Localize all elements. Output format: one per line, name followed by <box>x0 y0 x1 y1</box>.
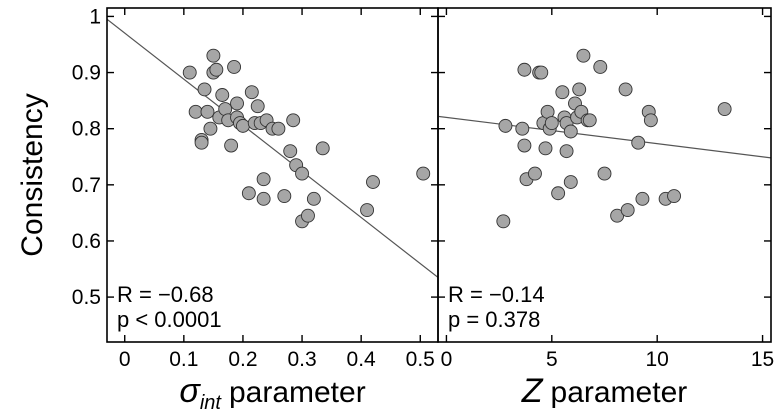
left-data-point <box>277 189 292 204</box>
left-data-point <box>286 113 301 128</box>
left-correlation-label: R = −0.68 <box>117 282 214 307</box>
left-data-point <box>244 85 259 100</box>
right-x-tick-label: 0 <box>441 348 453 371</box>
left-data-point <box>271 121 286 136</box>
y-tick-label: 1 <box>89 5 101 28</box>
right-correlation-label: R = −0.14 <box>448 282 545 307</box>
left-data-point <box>227 59 242 74</box>
right-data-point <box>538 141 553 156</box>
left-data-point <box>235 118 250 133</box>
right-data-point <box>618 82 633 97</box>
right-data-point <box>496 214 511 229</box>
left-x-tick-label: 0.4 <box>347 348 377 371</box>
left-data-point <box>230 96 244 111</box>
left-data-point <box>200 104 215 119</box>
right-plot-frame <box>437 7 772 343</box>
right-data-point <box>643 113 658 128</box>
left-data-point <box>194 135 209 150</box>
left-data-point <box>256 191 271 206</box>
right-data-point <box>555 85 570 100</box>
left-data-point <box>283 144 298 159</box>
right-data-point <box>498 118 513 133</box>
right-p-value-label: p = 0.378 <box>448 307 540 332</box>
right-data-point <box>517 62 532 77</box>
left-data-point <box>306 191 321 206</box>
right-x-tick-label: 5 <box>546 348 558 371</box>
right-data-point <box>597 166 612 181</box>
right-fit-line <box>438 115 771 159</box>
y-axis-label: Consistency <box>16 93 49 256</box>
left-data-point <box>241 186 256 201</box>
right-x-tick-label: 15 <box>751 348 774 371</box>
right-data-point <box>717 102 732 116</box>
y-tick-label: 0.7 <box>72 174 101 197</box>
right-data-point <box>534 65 549 80</box>
y-tick-label: 0.9 <box>72 62 101 85</box>
right-data-point <box>572 82 587 97</box>
panel-sigma-int: 0 0.1 0.2 0.3 0.4 0.5 0.5 0.6 0.7 0.8 0.9 1 R = −0.6… <box>16 5 439 414</box>
left-x-tick-label: 0.3 <box>287 348 316 371</box>
y-tick-label: 0.6 <box>72 230 101 253</box>
left-x-tick-label: 0 <box>119 348 131 371</box>
left-data-point <box>366 175 380 189</box>
left-data-point <box>360 203 375 218</box>
right-data-point <box>582 113 597 128</box>
left-p-value-label: p < 0.0001 <box>117 307 222 332</box>
right-data-point <box>635 191 650 206</box>
right-data-point <box>515 121 530 136</box>
right-x-tick-label: 10 <box>646 348 669 371</box>
left-x-axis-label: σint parameter <box>179 372 365 414</box>
left-data-point <box>215 88 230 102</box>
right-data-point <box>620 203 635 218</box>
right-data-point <box>559 144 574 159</box>
right-data-point <box>667 189 682 204</box>
right-data-point <box>593 59 608 74</box>
left-data-point <box>209 62 224 77</box>
left-data-point <box>224 138 239 153</box>
left-data-point <box>197 82 212 97</box>
left-data-point <box>295 166 310 181</box>
left-data-point <box>416 166 431 181</box>
left-x-tick-label: 0.1 <box>169 348 198 371</box>
y-tick-label: 0.5 <box>72 286 101 309</box>
left-data-point <box>256 172 271 187</box>
panel-z: 0 5 10 15 R = −0.14p = 0.378 Z parameter <box>437 7 774 410</box>
right-data-point <box>576 48 591 63</box>
right-data-point <box>517 138 532 153</box>
left-data-point <box>301 208 315 223</box>
left-fit-line <box>107 18 438 278</box>
left-data-point <box>203 121 218 136</box>
left-data-point <box>250 99 265 114</box>
left-data-point <box>182 65 197 80</box>
right-data-point <box>527 166 542 181</box>
right-data-point <box>563 124 578 139</box>
left-data-point <box>315 141 330 156</box>
right-data-point <box>563 175 578 189</box>
right-data-point <box>551 186 566 201</box>
left-x-tick-label: 0.2 <box>228 348 257 371</box>
left-data-point <box>206 48 221 63</box>
y-tick-label: 0.8 <box>72 118 101 141</box>
left-x-tick-label: 0.5 <box>406 348 435 371</box>
right-data-point <box>544 116 559 131</box>
left-data-point <box>188 104 203 119</box>
right-data-point <box>631 135 646 150</box>
